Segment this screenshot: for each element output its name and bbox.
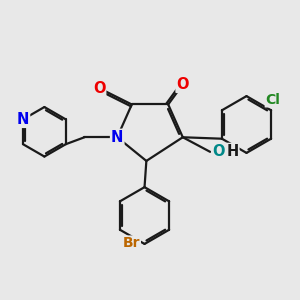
Text: O: O [93,81,105,96]
Text: N: N [17,112,29,127]
Text: O: O [212,144,224,159]
Text: Br: Br [123,236,140,250]
Text: N: N [111,130,123,145]
Text: Cl: Cl [266,93,280,107]
Text: O: O [176,77,189,92]
Text: H: H [226,144,239,159]
